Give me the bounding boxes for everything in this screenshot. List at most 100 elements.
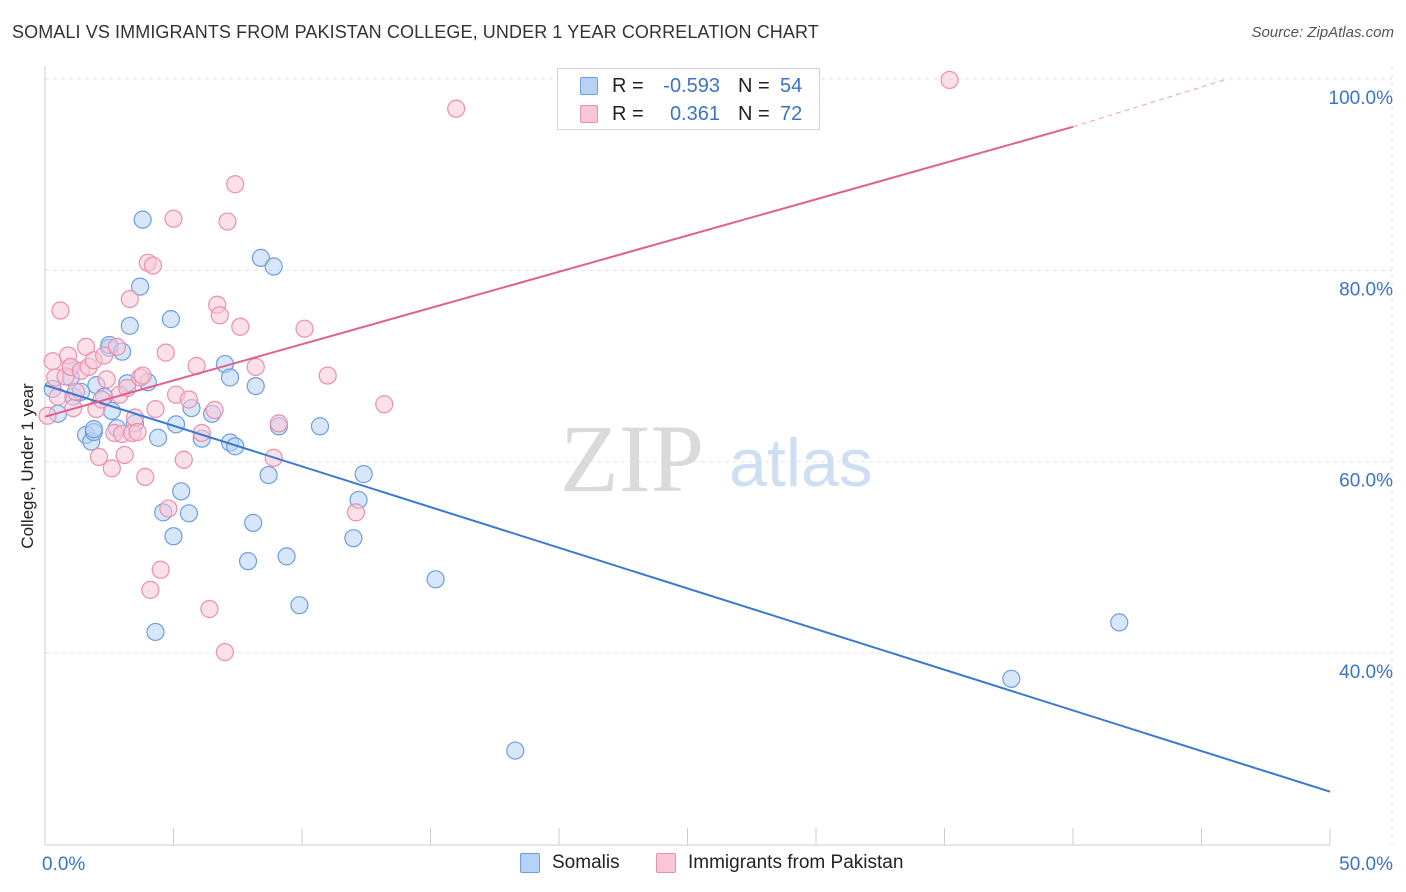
pakistan-point — [156, 343, 175, 362]
somalis-point — [277, 547, 296, 566]
somalis-point — [344, 529, 363, 548]
pakistan-point — [318, 366, 337, 385]
trend-lines — [44, 78, 1331, 793]
pakistan-point — [346, 503, 366, 522]
somalis-point — [259, 465, 278, 485]
somalis-point — [1002, 669, 1021, 688]
somalis-n-value: 54 — [780, 74, 803, 97]
pakistan-point — [115, 445, 134, 465]
somalis-trend-line — [44, 384, 1331, 793]
y-tick-label: 80.0% — [1339, 279, 1393, 300]
somalis-point — [244, 513, 263, 532]
pakistan-point — [128, 422, 147, 442]
pakistan-point — [141, 580, 160, 599]
pakistan-point — [174, 450, 193, 469]
pakistan-point — [89, 447, 109, 466]
pakistan-point — [48, 387, 67, 406]
pakistan-point — [447, 99, 466, 118]
pakistan-point — [43, 352, 62, 371]
pakistan-point — [97, 370, 116, 389]
somalis-point — [130, 277, 150, 296]
series-legend-pakistan[interactable]: Immigrants from Pakistan — [656, 852, 903, 874]
pakistan-point — [215, 642, 234, 662]
legend-row-pakistan: R = 0.361 N = 72 — [580, 100, 802, 128]
pakistan-point — [218, 212, 237, 231]
pakistan-trend-extension — [1072, 78, 1228, 128]
somalis-point — [226, 437, 245, 456]
pakistan-point — [200, 599, 219, 619]
somalis-legend-swatch — [520, 853, 540, 873]
pakistan-point — [107, 337, 127, 356]
pakistan-n-value: 72 — [780, 102, 803, 125]
y-tick-label: 40.0% — [1339, 662, 1393, 683]
somalis-point — [238, 552, 258, 571]
somalis-point — [84, 420, 103, 439]
pakistan-point — [146, 399, 165, 419]
somalis-point — [354, 465, 373, 484]
pakistan-point — [136, 467, 155, 487]
somalis-point — [246, 376, 265, 396]
somalis-point — [161, 310, 181, 329]
watermark-zip: ZIP — [560, 405, 704, 512]
pakistan-point — [179, 390, 199, 409]
somalis-point — [146, 622, 165, 642]
pakistan-legend-swatch — [656, 853, 676, 873]
somalis-point — [179, 504, 199, 523]
pakistan-point — [95, 346, 114, 365]
pakistan-point — [164, 209, 183, 228]
pakistan-point — [159, 499, 178, 518]
pakistan-point — [375, 395, 394, 414]
pakistan-r-value: 0.361 — [669, 102, 720, 125]
pakistan-point — [940, 70, 959, 90]
pakistan-point — [205, 400, 224, 420]
somalis-point — [506, 741, 525, 760]
somalis-point — [310, 417, 330, 436]
pakistan-point — [269, 414, 288, 433]
somalis-point — [290, 596, 309, 615]
data-points — [38, 70, 1129, 760]
axes — [44, 66, 1331, 846]
x-tick-label: 50.0% — [1339, 854, 1393, 875]
pakistan-point — [231, 317, 250, 336]
tick-labels: 40.0% 60.0% 80.0% 100.0% 0.0% 50.0% — [42, 88, 1393, 875]
series-legend-somalis[interactable]: Somalis — [520, 852, 620, 874]
somalis-point — [148, 428, 168, 447]
gridlines — [45, 66, 1393, 845]
somalis-point — [164, 527, 183, 546]
pakistan-point — [246, 357, 265, 377]
somalis-legend-label: Somalis — [552, 852, 620, 873]
pakistan-point — [51, 301, 70, 320]
pakistan-point — [143, 256, 163, 275]
somalis-r-value: -0.593 — [663, 74, 720, 97]
pakistan-trend-line — [44, 125, 1074, 418]
pakistan-point — [210, 306, 229, 325]
somalis-point — [426, 570, 445, 589]
somalis-point — [120, 316, 139, 335]
somalis-point — [220, 368, 240, 387]
pakistan-point — [133, 366, 152, 385]
y-tick-label: 100.0% — [1329, 88, 1394, 109]
pakistan-point — [151, 560, 170, 579]
somalis-point — [264, 257, 283, 276]
source-credit: Source: ZipAtlas.com — [1251, 24, 1394, 41]
watermark: ZIP atlas — [560, 405, 873, 512]
somalis-point — [133, 210, 152, 229]
r-label: R = — [612, 102, 644, 125]
pakistan-point — [226, 175, 245, 194]
somalis-point — [1110, 613, 1129, 632]
somalis-swatch — [580, 77, 598, 95]
pakistan-point — [120, 289, 139, 309]
legend-row-somalis: R = -0.593 N = 54 — [580, 72, 802, 100]
somalis-point — [251, 248, 270, 267]
x-tick-label: 0.0% — [42, 854, 85, 875]
stats-legend: R = -0.593 N = 54 R = 0.361 N = 72 — [557, 68, 820, 130]
somalis-point — [172, 482, 191, 501]
pakistan-point — [102, 459, 121, 478]
r-label: R = — [612, 74, 644, 97]
y-tick-label: 60.0% — [1339, 471, 1393, 492]
n-label: N = — [738, 102, 770, 125]
n-label: N = — [738, 74, 770, 97]
pakistan-point — [77, 337, 96, 356]
pakistan-legend-label: Immigrants from Pakistan — [688, 852, 904, 873]
